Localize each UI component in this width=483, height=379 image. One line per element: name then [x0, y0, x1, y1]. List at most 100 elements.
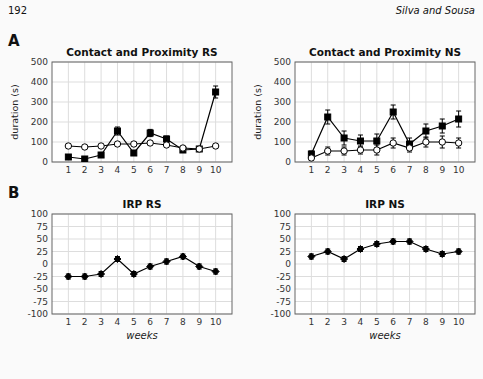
- chart-title: Contact and Proximity NS: [309, 46, 461, 58]
- grid-line: [393, 214, 394, 314]
- x-tick-label: 8: [180, 165, 186, 175]
- error-bar: [391, 138, 396, 148]
- x-tick-label: 4: [358, 165, 364, 175]
- error-bar: [423, 247, 428, 252]
- error-bar: [391, 239, 396, 244]
- grid-line: [182, 214, 183, 314]
- marker: [325, 148, 331, 154]
- plot-frame: [52, 214, 232, 314]
- y-tick-label: 50: [37, 234, 49, 244]
- error-bar: [325, 249, 330, 254]
- grid-line: [311, 62, 312, 162]
- x-tick-label: 3: [341, 165, 347, 175]
- error-bar: [342, 131, 347, 145]
- grid-line: [409, 214, 410, 314]
- marker: [130, 271, 137, 278]
- error-bar-cap: [407, 138, 412, 139]
- y-tick-label: 50: [280, 234, 292, 244]
- error-bar: [164, 259, 169, 264]
- grid-line: [52, 251, 232, 252]
- grid-line: [52, 122, 232, 123]
- grid-line: [425, 214, 426, 314]
- panel: -100-75-50-25025507510012345678910IRP RS…: [28, 198, 232, 341]
- chart-title: IRP NS: [365, 198, 405, 210]
- error-bar-cap: [325, 110, 330, 111]
- x-tick-label: 5: [374, 317, 380, 327]
- data-group: [65, 253, 219, 280]
- marker: [455, 248, 462, 255]
- error-bar: [423, 124, 428, 138]
- marker: [374, 147, 380, 153]
- plot-area: [52, 214, 232, 314]
- error-bar-cap: [440, 136, 445, 137]
- error-bar: [456, 138, 461, 148]
- x-tick-label: 1: [308, 165, 314, 175]
- chart-title: IRP RS: [123, 198, 162, 210]
- y-tick-label: -25: [276, 272, 291, 282]
- marker: [456, 116, 462, 122]
- x-tick-label: 10: [453, 317, 465, 327]
- panel-label: A: [8, 32, 20, 50]
- error-bar: [342, 257, 347, 262]
- grid-line: [295, 276, 475, 277]
- error-bar: [440, 136, 445, 148]
- marker: [147, 130, 153, 136]
- y-tick-label: 100: [274, 137, 291, 147]
- grid-line: [327, 214, 328, 314]
- x-tick-label: 6: [390, 165, 396, 175]
- y-tick-label: 300: [274, 97, 291, 107]
- x-tick-label: 2: [325, 317, 331, 327]
- grid-line: [117, 214, 118, 314]
- marker: [406, 238, 413, 245]
- marker: [439, 251, 446, 258]
- x-tick-label: 7: [407, 317, 413, 327]
- error-bar: [358, 135, 363, 147]
- y-tick-label: 75: [37, 222, 48, 232]
- grid-line: [52, 289, 232, 290]
- grid-line: [101, 214, 102, 314]
- error-bar-cap: [456, 127, 461, 128]
- error-bar: [325, 110, 330, 124]
- y-tick-label: 0: [42, 259, 48, 269]
- grid-line: [52, 301, 232, 302]
- marker: [65, 154, 71, 160]
- error-bar-cap: [342, 145, 347, 146]
- grid-line: [458, 214, 459, 314]
- error-bar-cap: [213, 98, 218, 99]
- x-tick-label: 10: [453, 165, 465, 175]
- y-tick-label: 500: [274, 57, 291, 67]
- marker: [357, 138, 363, 144]
- x-tick-label: 2: [82, 317, 88, 327]
- error-bar: [148, 264, 153, 269]
- error-bar-cap: [423, 124, 428, 125]
- marker: [406, 145, 412, 151]
- x-tick-label: 3: [341, 317, 347, 327]
- error-bar-cap: [115, 135, 120, 136]
- marker: [147, 140, 153, 146]
- y-tick-label: -50: [33, 284, 48, 294]
- error-bar: [309, 254, 314, 259]
- grid-line: [295, 289, 475, 290]
- y-tick-label: 200: [31, 117, 48, 127]
- y-axis-label: duration (s): [252, 84, 263, 139]
- error-bar: [82, 274, 87, 279]
- grid-line: [52, 102, 232, 103]
- grid-line: [376, 214, 377, 314]
- marker: [98, 271, 105, 278]
- marker: [341, 148, 347, 154]
- error-bar-cap: [374, 134, 379, 135]
- grid-line: [344, 214, 345, 314]
- x-tick-label: 7: [164, 165, 170, 175]
- x-tick-label: 6: [390, 317, 396, 327]
- error-bar: [407, 144, 412, 152]
- x-tick-label: 2: [325, 165, 331, 175]
- marker: [324, 248, 331, 255]
- x-tick-label: 9: [196, 317, 202, 327]
- error-bar: [358, 146, 363, 154]
- marker: [357, 246, 364, 253]
- x-tick-label: 8: [423, 165, 429, 175]
- marker: [131, 141, 137, 147]
- error-bar: [374, 242, 379, 247]
- grid-line: [215, 214, 216, 314]
- error-bar-cap: [213, 86, 218, 87]
